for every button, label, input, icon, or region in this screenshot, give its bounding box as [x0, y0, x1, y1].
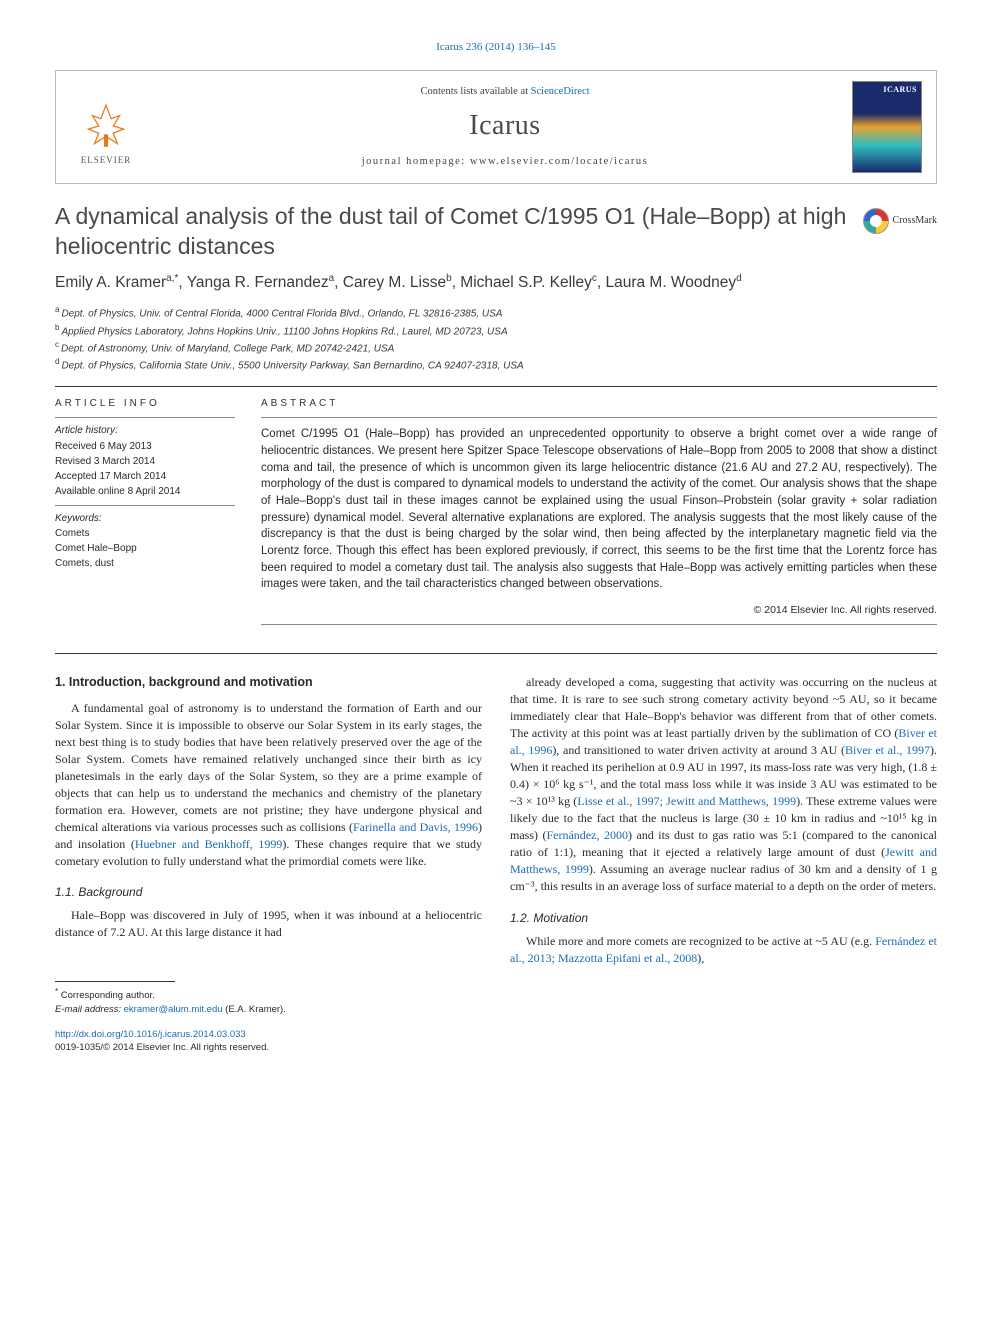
c2p1a: already developed a coma, suggesting tha…: [510, 675, 937, 740]
doi-link[interactable]: http://dx.doi.org/10.1016/j.icarus.2014.…: [55, 1029, 246, 1040]
journal-header: ELSEVIER Contents lists available at Sci…: [55, 70, 937, 184]
email-note: E-mail address: ekramer@alum.mit.edu (E.…: [55, 1003, 482, 1016]
keyword-1: Comets: [55, 526, 235, 541]
affiliation-line: aDept. of Physics, Univ. of Central Flor…: [55, 304, 937, 321]
crossmark-badge[interactable]: CrossMark: [863, 208, 937, 234]
crossmark-icon: [863, 208, 889, 234]
c2p1b: ), and transitioned to water driven acti…: [552, 743, 845, 757]
email-label: E-mail address:: [55, 1004, 121, 1015]
homepage-url[interactable]: www.elsevier.com/locate/icarus: [470, 156, 648, 167]
s12p1b: ),: [697, 951, 704, 965]
elsevier-logo[interactable]: ELSEVIER: [70, 87, 142, 167]
elsevier-wordmark: ELSEVIER: [81, 154, 132, 167]
info-rule-1: [55, 417, 235, 418]
top-citation[interactable]: Icarus 236 (2014) 136–145: [55, 40, 937, 56]
corresponding-email-link[interactable]: ekramer@alum.mit.edu: [124, 1004, 223, 1015]
history-online: Available online 8 April 2014: [55, 484, 235, 499]
ref-fernandez2000[interactable]: Fernández, 2000: [546, 828, 627, 842]
journal-name: Icarus: [158, 106, 852, 147]
elsevier-tree-icon: [80, 100, 132, 152]
abstract-head: ABSTRACT: [261, 397, 937, 412]
article-info: ARTICLE INFO Article history: Received 6…: [55, 397, 235, 631]
abstract-text: Comet C/1995 O1 (Hale–Bopp) has provided…: [261, 426, 937, 593]
s12-para-1: While more and more comets are recognize…: [510, 933, 937, 967]
header-center: Contents lists available at ScienceDirec…: [158, 84, 852, 169]
title-row: A dynamical analysis of the dust tail of…: [55, 202, 937, 262]
info-rule-2: [55, 505, 235, 506]
body-columns: 1. Introduction, background and motivati…: [55, 674, 937, 1055]
contents-available: Contents lists available at ScienceDirec…: [158, 84, 852, 99]
col2-para-1: already developed a coma, suggesting tha…: [510, 674, 937, 895]
cover-thumb-label: ICARUS: [883, 84, 917, 96]
section-1-2-head: 1.2. Motivation: [510, 910, 937, 927]
corr-label: Corresponding author.: [61, 990, 155, 1001]
rule-body-top: [55, 653, 937, 654]
rule-top: [55, 386, 937, 387]
history-received: Received 6 May 2013: [55, 439, 235, 454]
issn-copyright: 0019-1035/© 2014 Elsevier Inc. All right…: [55, 1042, 269, 1053]
page-root: Icarus 236 (2014) 136–145 ELSEVIER Conte…: [0, 0, 992, 1085]
s1p1a: A fundamental goal of astronomy is to un…: [55, 701, 482, 834]
affiliations: aDept. of Physics, Univ. of Central Flor…: [55, 304, 937, 373]
doi-block: http://dx.doi.org/10.1016/j.icarus.2014.…: [55, 1028, 482, 1055]
s1-para-1: A fundamental goal of astronomy is to un…: [55, 700, 482, 870]
abs-rule-bottom: [261, 624, 937, 625]
section-1-head: 1. Introduction, background and motivati…: [55, 674, 482, 692]
corresponding-author-note: * Corresponding author.: [55, 986, 482, 1002]
keyword-3: Comets, dust: [55, 556, 235, 571]
article-title: A dynamical analysis of the dust tail of…: [55, 202, 851, 262]
affiliation-line: bApplied Physics Laboratory, Johns Hopki…: [55, 322, 937, 339]
keywords-label: Keywords:: [55, 512, 235, 527]
author-list: Emily A. Kramera,*, Yanga R. Fernandeza,…: [55, 272, 937, 295]
email-who: (E.A. Kramer).: [225, 1004, 286, 1015]
abstract-copyright: © 2014 Elsevier Inc. All rights reserved…: [261, 603, 937, 618]
keyword-2: Comet Hale–Bopp: [55, 541, 235, 556]
affiliation-line: dDept. of Physics, California State Univ…: [55, 356, 937, 373]
ref-biver97[interactable]: Biver et al., 1997: [845, 743, 930, 757]
affiliation-line: cDept. of Astronomy, Univ. of Maryland, …: [55, 339, 937, 356]
footnotes: * Corresponding author. E-mail address: …: [55, 986, 482, 1016]
ref-farinella[interactable]: Farinella and Davis, 1996: [353, 820, 478, 834]
journal-homepage: journal homepage: www.elsevier.com/locat…: [158, 154, 852, 169]
abs-rule: [261, 417, 937, 418]
s12p1a: While more and more comets are recognize…: [526, 934, 875, 948]
contents-prefix: Contents lists available at: [420, 86, 530, 97]
abstract: ABSTRACT Comet C/1995 O1 (Hale–Bopp) has…: [261, 397, 937, 631]
section-1-1-head: 1.1. Background: [55, 884, 482, 901]
homepage-prefix: journal homepage:: [362, 156, 470, 167]
info-abstract-row: ARTICLE INFO Article history: Received 6…: [55, 397, 937, 631]
crossmark-label: CrossMark: [893, 214, 937, 229]
footnote-separator: [55, 981, 175, 982]
history-accepted: Accepted 17 March 2014: [55, 469, 235, 484]
journal-cover-thumb[interactable]: ICARUS: [852, 81, 922, 173]
ref-huebner[interactable]: Huebner and Benkhoff, 1999: [135, 837, 283, 851]
s11-para-1: Hale–Bopp was discovered in July of 1995…: [55, 907, 482, 941]
ref-lisse-jewitt[interactable]: Lisse et al., 1997; Jewitt and Matthews,…: [577, 794, 796, 808]
history-revised: Revised 3 March 2014: [55, 454, 235, 469]
sciencedirect-link[interactable]: ScienceDirect: [531, 86, 590, 97]
history-label: Article history:: [55, 424, 235, 439]
article-info-head: ARTICLE INFO: [55, 397, 235, 412]
